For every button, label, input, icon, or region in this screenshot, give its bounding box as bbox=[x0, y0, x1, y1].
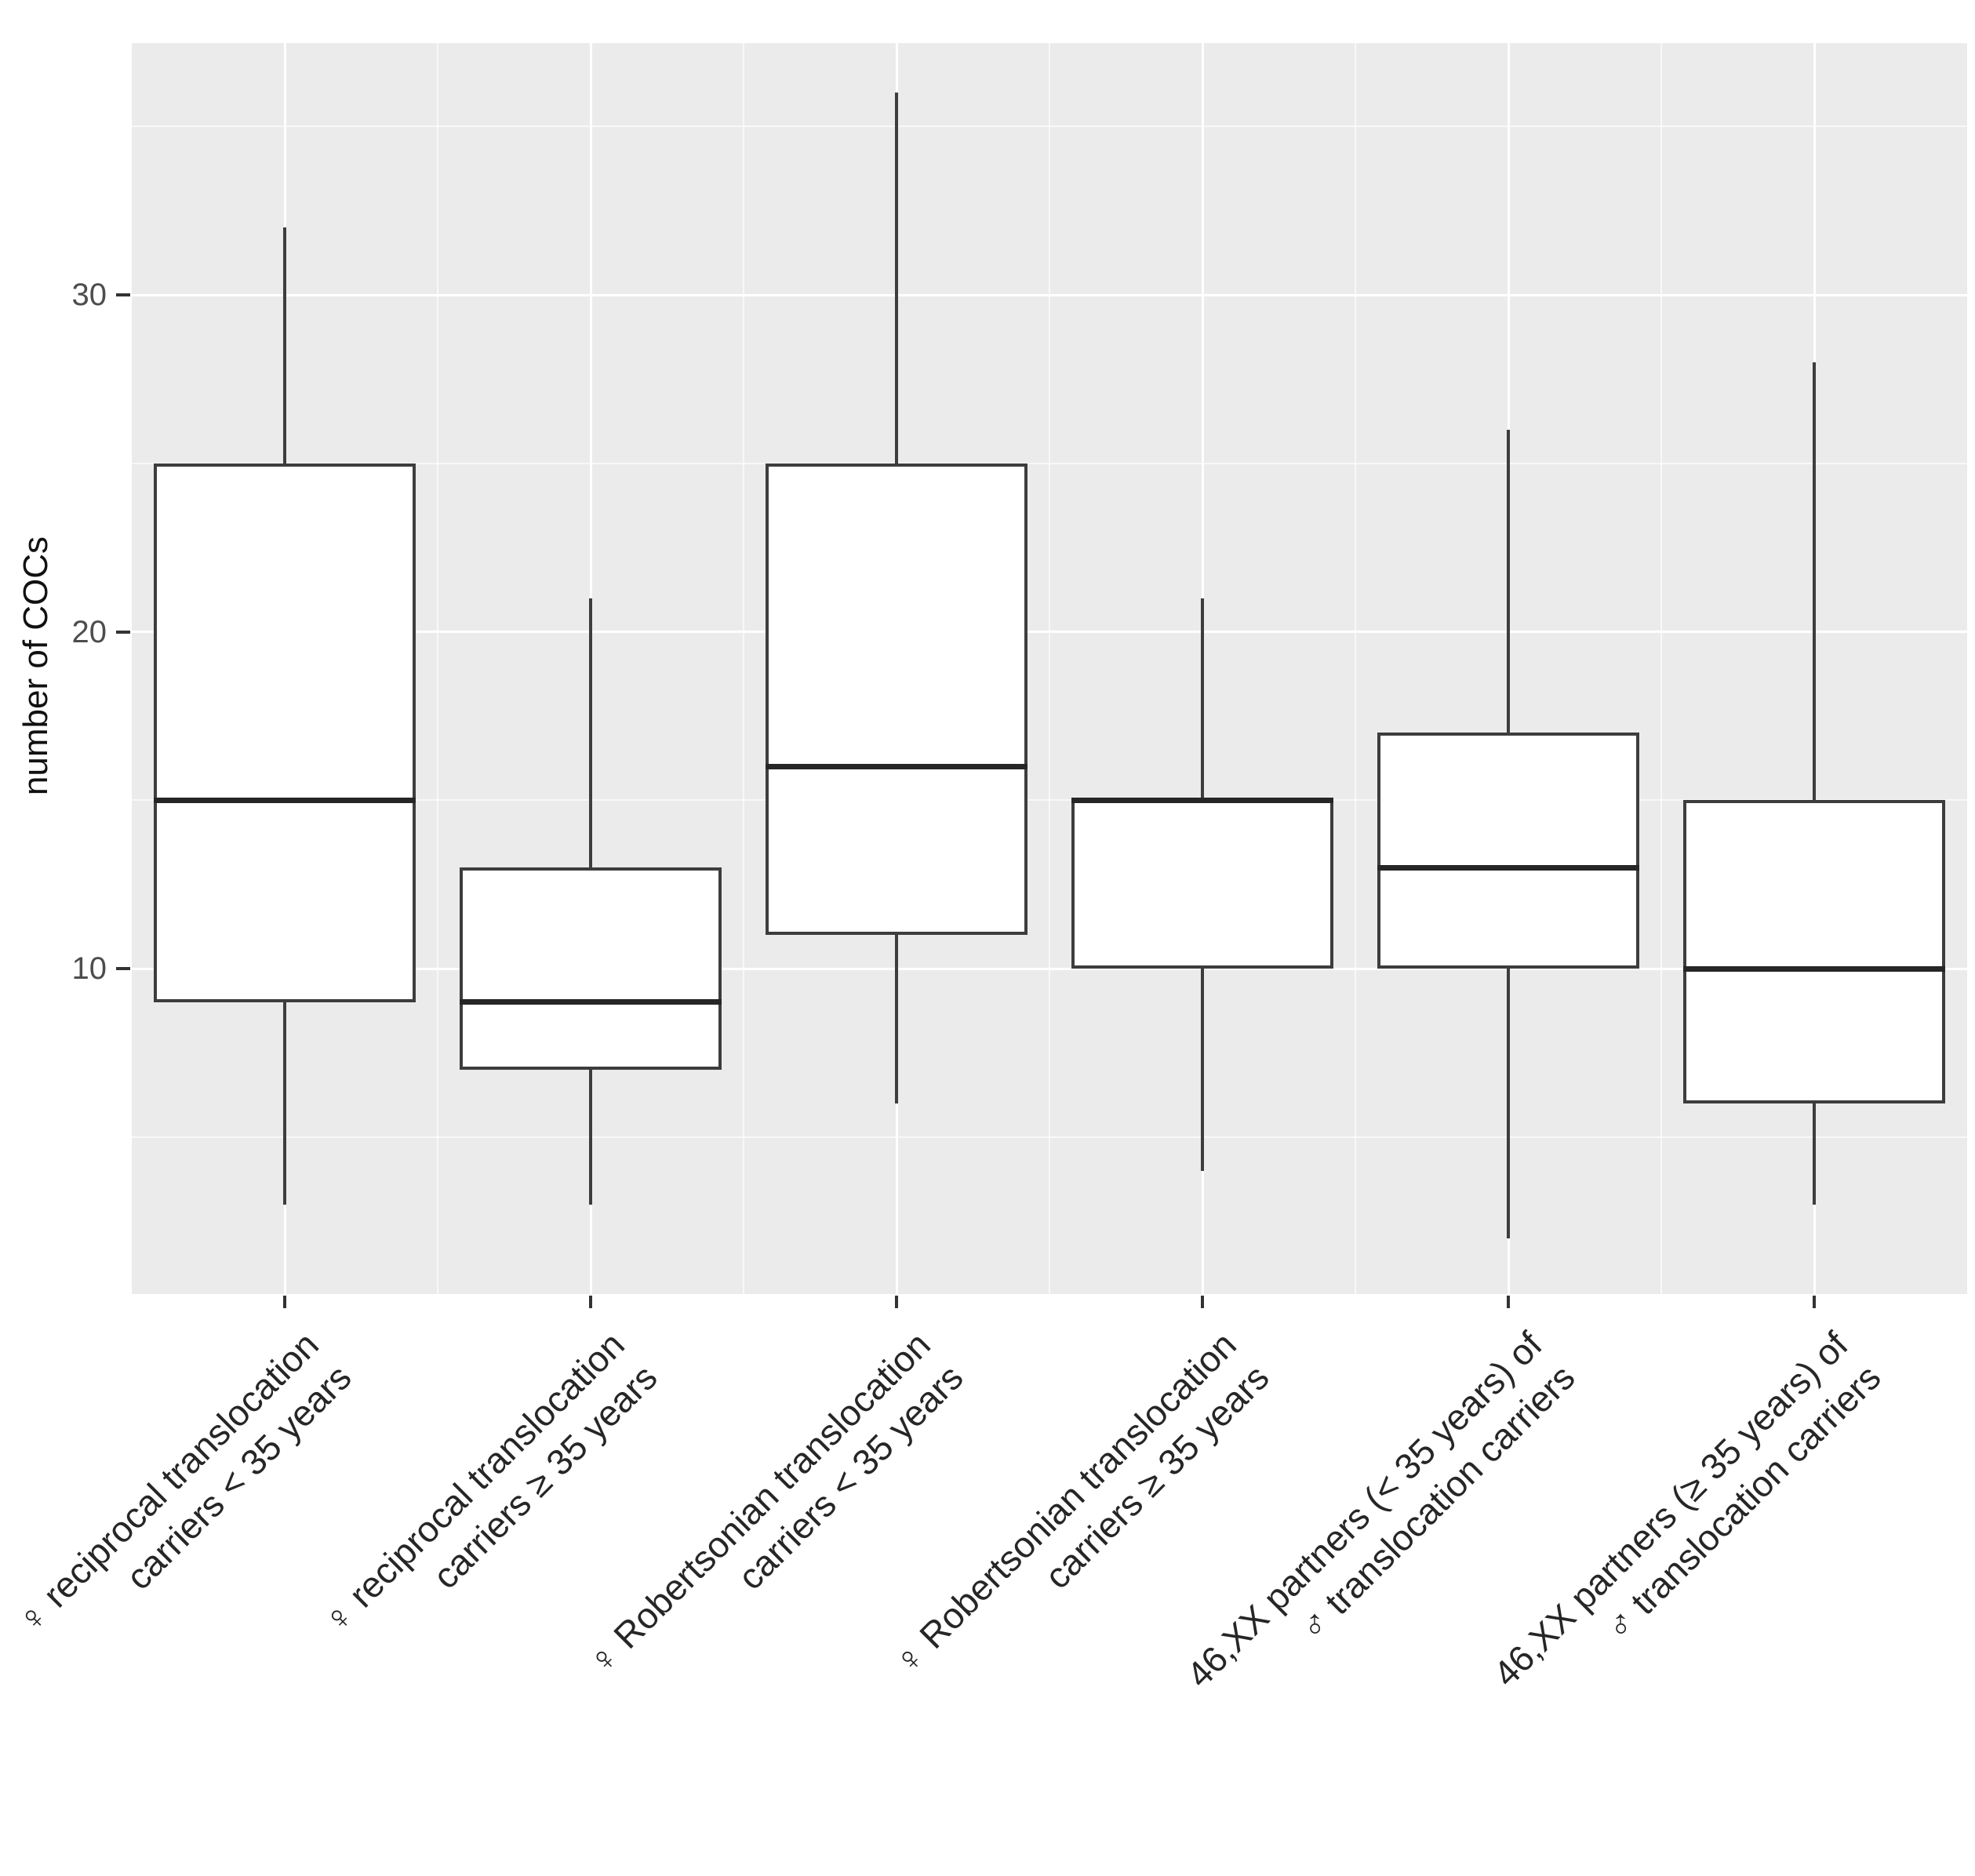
gridline-minor bbox=[743, 43, 744, 1294]
y-axis-title: number of COCs bbox=[16, 536, 55, 796]
gridline-minor bbox=[437, 43, 438, 1294]
x-axis-tick bbox=[283, 1296, 286, 1308]
whisker-lower bbox=[589, 1069, 592, 1205]
whisker-lower bbox=[1507, 969, 1510, 1238]
whisker-upper bbox=[1201, 598, 1204, 801]
gridline-minor bbox=[1660, 43, 1662, 1294]
whisker-lower bbox=[1813, 1103, 1816, 1205]
x-axis-tick bbox=[1507, 1296, 1510, 1308]
whisker-upper bbox=[1813, 362, 1816, 801]
whisker-lower bbox=[283, 1002, 286, 1205]
x-axis-tick bbox=[895, 1296, 898, 1308]
y-axis-tick bbox=[116, 967, 130, 970]
y-axis-tick bbox=[116, 630, 130, 634]
iqr-box bbox=[154, 463, 416, 1002]
median-line bbox=[1683, 965, 1945, 972]
whisker-lower bbox=[895, 935, 898, 1103]
iqr-box bbox=[1377, 733, 1639, 969]
whisker-upper bbox=[589, 598, 592, 868]
median-line bbox=[1377, 864, 1639, 871]
gridline-minor bbox=[1049, 43, 1050, 1294]
iqr-box bbox=[1071, 800, 1333, 969]
median-line bbox=[460, 999, 722, 1005]
median-line bbox=[154, 797, 416, 803]
plot-panel bbox=[132, 43, 1967, 1294]
iqr-box bbox=[766, 463, 1028, 936]
x-axis-tick bbox=[1201, 1296, 1204, 1308]
gridline-minor bbox=[1355, 43, 1356, 1294]
y-tick-label: 20 bbox=[71, 614, 107, 649]
whisker-lower bbox=[1201, 969, 1204, 1171]
whisker-upper bbox=[1507, 429, 1510, 733]
iqr-box bbox=[460, 867, 722, 1070]
x-axis-tick bbox=[589, 1296, 592, 1308]
y-axis-tick bbox=[116, 293, 130, 296]
whisker-upper bbox=[283, 227, 286, 464]
median-line bbox=[1071, 797, 1333, 803]
whisker-upper bbox=[895, 93, 898, 464]
iqr-box bbox=[1683, 800, 1945, 1103]
x-axis-tick bbox=[1813, 1296, 1816, 1308]
y-tick-label: 10 bbox=[71, 951, 107, 986]
y-tick-label: 30 bbox=[71, 278, 107, 312]
median-line bbox=[766, 763, 1028, 769]
